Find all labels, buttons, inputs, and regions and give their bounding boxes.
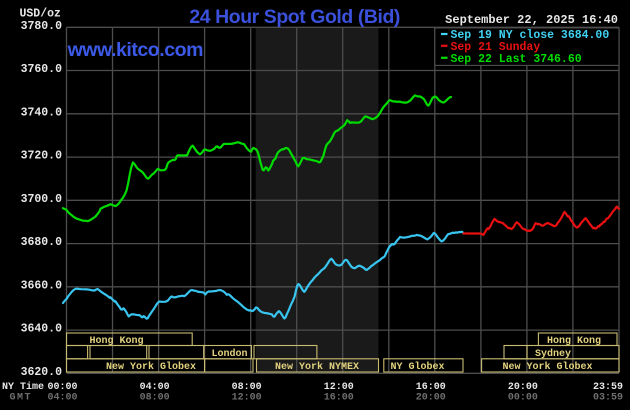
svg-text:September 22, 2025 16:40: September 22, 2025 16:40 bbox=[445, 13, 618, 27]
svg-text:12:00: 12:00 bbox=[232, 393, 262, 404]
svg-text:New York Globex: New York Globex bbox=[106, 361, 196, 373]
svg-text:Hong Kong: Hong Kong bbox=[547, 336, 601, 347]
svg-text:Sep 22 Last 3746.60: Sep 22 Last 3746.60 bbox=[451, 53, 582, 66]
svg-text:03:59: 03:59 bbox=[593, 393, 623, 404]
svg-text:3620.0: 3620.0 bbox=[21, 366, 63, 379]
svg-text:16:00: 16:00 bbox=[416, 382, 446, 393]
svg-text:3720.0: 3720.0 bbox=[21, 150, 63, 163]
svg-text:3760.0: 3760.0 bbox=[21, 63, 63, 76]
svg-text:3700.0: 3700.0 bbox=[21, 193, 63, 206]
svg-text:Sep 19 NY close 3684.00: Sep 19 NY close 3684.00 bbox=[451, 29, 610, 42]
svg-text:04:00: 04:00 bbox=[47, 393, 77, 404]
svg-text:USD/oz: USD/oz bbox=[20, 8, 62, 21]
svg-text:23:59: 23:59 bbox=[593, 382, 623, 393]
svg-text:New York Globex: New York Globex bbox=[502, 361, 592, 373]
svg-text:08:00: 08:00 bbox=[140, 393, 170, 404]
svg-text:20:00: 20:00 bbox=[508, 382, 538, 393]
svg-text:3780.0: 3780.0 bbox=[21, 20, 63, 33]
svg-text:00:00: 00:00 bbox=[508, 393, 538, 404]
svg-text:New York NYMEX: New York NYMEX bbox=[275, 361, 359, 373]
svg-text:Hong Kong: Hong Kong bbox=[89, 336, 143, 347]
svg-text:NY Time: NY Time bbox=[2, 381, 44, 393]
svg-text:3680.0: 3680.0 bbox=[21, 236, 63, 249]
svg-text:London: London bbox=[211, 348, 247, 360]
svg-text:NY Globex: NY Globex bbox=[390, 361, 444, 373]
svg-text:00:00: 00:00 bbox=[47, 382, 77, 393]
svg-text:Sydney: Sydney bbox=[535, 348, 571, 360]
svg-text:24 Hour Spot Gold (Bid): 24 Hour Spot Gold (Bid) bbox=[189, 6, 400, 28]
svg-text:3740.0: 3740.0 bbox=[21, 106, 63, 119]
svg-text:20:00: 20:00 bbox=[416, 393, 446, 404]
svg-text:www.kitco.com: www.kitco.com bbox=[67, 39, 203, 61]
svg-text:3660.0: 3660.0 bbox=[21, 279, 63, 292]
svg-text:Sep 21 Sunday: Sep 21 Sunday bbox=[451, 41, 541, 54]
svg-text:08:00: 08:00 bbox=[232, 382, 262, 393]
svg-text:12:00: 12:00 bbox=[324, 382, 354, 393]
svg-text:GMT: GMT bbox=[10, 393, 33, 404]
svg-text:3640.0: 3640.0 bbox=[21, 323, 63, 336]
svg-text:04:00: 04:00 bbox=[140, 382, 170, 393]
svg-text:16:00: 16:00 bbox=[324, 393, 354, 404]
